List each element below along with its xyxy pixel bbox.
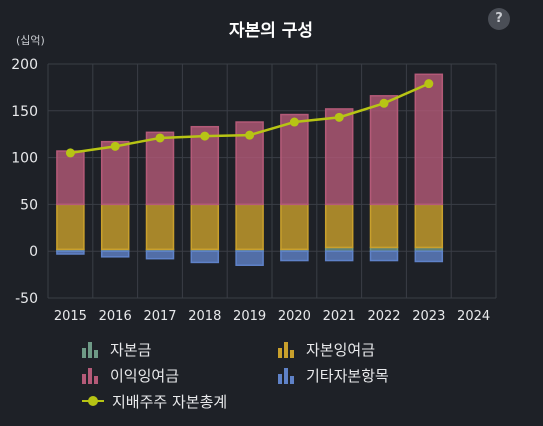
- equity-point: [245, 130, 255, 140]
- legend-item[interactable]: 자본금: [82, 338, 151, 360]
- bar-segment: [324, 203, 354, 249]
- y-tick-label: 0: [29, 244, 38, 260]
- bar-segment: [280, 113, 309, 206]
- x-tick-label: 2022: [367, 309, 400, 324]
- equity-point: [334, 112, 344, 122]
- bar-chart-icon: [278, 340, 298, 358]
- equity-point: [379, 98, 389, 108]
- legend-item[interactable]: 이익잉여금: [82, 364, 179, 386]
- bar-segment: [369, 250, 399, 262]
- bar-segment: [280, 250, 309, 262]
- bar-segment: [145, 203, 175, 251]
- bar-chart-icon: [82, 340, 102, 358]
- x-tick-label: 2023: [412, 309, 445, 324]
- bar-segment: [324, 250, 354, 262]
- y-unit-label: (십억): [16, 34, 45, 47]
- bar-chart-icon: [278, 366, 298, 384]
- bar-segment: [190, 203, 220, 251]
- bar-segment: [190, 250, 220, 264]
- bar-segment: [56, 150, 85, 206]
- bar-segment: [280, 203, 309, 251]
- equity-point: [289, 117, 299, 127]
- bar-segment: [100, 203, 130, 251]
- y-tick-label: 50: [20, 197, 38, 213]
- bar-segment: [414, 203, 444, 249]
- legend-label: 지배주주 자본총계: [112, 392, 228, 411]
- x-tick-label: 2020: [278, 309, 311, 324]
- bar-segment: [100, 250, 130, 258]
- x-tick-label: 2016: [99, 309, 132, 324]
- y-tick-label: 150: [11, 104, 38, 120]
- bar-segment: [100, 140, 130, 206]
- bar-segment: [56, 250, 85, 255]
- x-tick-label: 2018: [188, 309, 221, 324]
- equity-point: [424, 79, 434, 89]
- legend-label: 이익잉여금: [110, 366, 180, 385]
- chart-title: 자본의 구성: [229, 21, 313, 41]
- x-tick-label: 2021: [323, 309, 356, 324]
- bar-chart-icon: [82, 366, 102, 384]
- legend-label: 자본잉여금: [306, 340, 376, 359]
- bar-segment: [235, 250, 264, 266]
- bar-segment: [145, 250, 175, 260]
- y-tick-label: 200: [11, 57, 38, 73]
- bar-segment: [414, 250, 444, 263]
- x-tick-label: 2015: [54, 309, 87, 324]
- equity-point: [200, 131, 210, 141]
- x-tick-label: 2017: [143, 309, 176, 324]
- y-tick-label: 100: [11, 151, 38, 167]
- equity-point: [110, 141, 120, 151]
- bar-segment: [235, 203, 264, 251]
- equity-point: [155, 133, 165, 143]
- legend-label: 기타자본항목: [306, 366, 389, 385]
- bar-segment: [56, 203, 85, 251]
- bar-segment: [369, 95, 399, 206]
- equity-point: [65, 148, 75, 158]
- x-tick-label: 2024: [457, 309, 490, 324]
- legend-label: 자본금: [110, 340, 152, 359]
- y-tick-label: -50: [15, 291, 38, 307]
- bar-segment: [324, 108, 354, 206]
- help-icon[interactable]: ?: [488, 8, 510, 30]
- x-tick-label: 2019: [233, 309, 266, 324]
- legend-item[interactable]: 기타자본항목: [278, 364, 389, 386]
- line-dot-icon: [82, 392, 104, 410]
- bar-segment: [369, 203, 399, 249]
- legend-item[interactable]: 지배주주 자본총계: [82, 390, 227, 412]
- legend-item[interactable]: 자본잉여금: [278, 338, 375, 360]
- bar-segment: [414, 73, 444, 206]
- bar-segment: [145, 131, 175, 206]
